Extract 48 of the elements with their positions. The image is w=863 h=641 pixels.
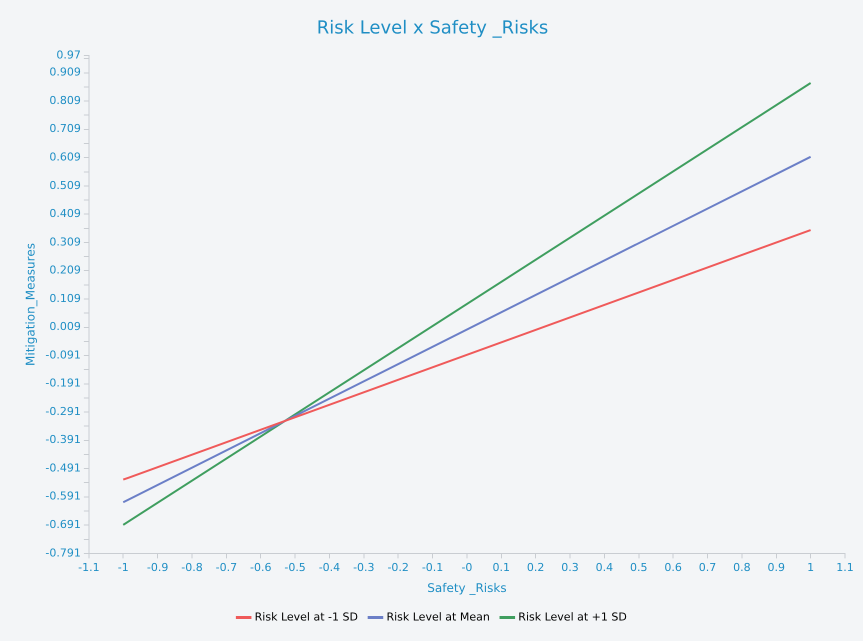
x-axis-title: Safety _Risks (427, 580, 507, 595)
legend-label: Risk Level at Mean (386, 610, 490, 624)
y-tick-label: 0.309 (49, 235, 81, 248)
y-tick-label: -0.791 (45, 546, 81, 560)
y-tick-label: 0.97 (56, 48, 81, 62)
x-tick-label: 0.7 (698, 560, 716, 574)
y-tick-label: 0.509 (49, 178, 81, 192)
legend-label: Risk Level at -1 SD (254, 610, 358, 624)
x-tick-label: -0.1 (422, 560, 444, 574)
x-tick-label: -0.3 (353, 560, 375, 574)
x-tick-label: -1.1 (78, 560, 100, 574)
legend-label: Risk Level at +1 SD (518, 610, 627, 624)
y-tick-label: 0.209 (49, 264, 81, 277)
y-tick-label: 0.009 (49, 320, 81, 334)
y-tick-label: 0.909 (49, 66, 81, 79)
x-tick-label: 0.1 (492, 560, 510, 574)
x-tick-label: -0 (461, 560, 472, 574)
x-tick-label: 0.6 (664, 560, 682, 574)
y-tick-label: -0.191 (45, 376, 81, 390)
x-tick-label: -0.8 (181, 560, 203, 574)
chart-title: Risk Level x Safety _Risks (316, 17, 548, 38)
x-tick-label: -0.6 (250, 560, 272, 574)
y-tick-label: 0.609 (49, 150, 81, 164)
y-tick-label: 0.709 (49, 122, 81, 136)
x-tick-label: -1 (118, 560, 129, 574)
y-tick-label: -0.691 (45, 518, 81, 531)
x-tick-label: 0.2 (526, 560, 544, 574)
x-tick-label: -0.4 (318, 560, 340, 574)
y-tick-label: -0.491 (45, 461, 81, 474)
x-tick-label: -0.2 (387, 560, 409, 574)
x-tick-label: 0.4 (596, 560, 614, 574)
x-tick-label: 0.9 (768, 560, 786, 574)
x-tick-label: -0.7 (216, 560, 238, 574)
x-tick-label: -0.9 (146, 560, 168, 574)
x-tick-label: 0.5 (630, 560, 648, 574)
x-tick-label: 1 (807, 560, 814, 574)
x-tick-label: 0.8 (733, 560, 751, 574)
y-tick-label: -0.091 (45, 348, 81, 362)
y-tick-label: -0.291 (45, 404, 81, 418)
x-tick-label: 1.1 (836, 560, 854, 574)
y-tick-label: 0.409 (49, 207, 81, 220)
y-axis-title: Mitigation_Measures (23, 243, 38, 366)
y-tick-label: -0.391 (45, 433, 81, 446)
y-tick-label: 0.109 (49, 292, 81, 305)
y-tick-label: -0.591 (45, 490, 81, 503)
y-tick-label: 0.809 (49, 94, 81, 107)
x-tick-label: 0.3 (561, 560, 579, 574)
x-tick-label: -0.5 (284, 560, 306, 574)
